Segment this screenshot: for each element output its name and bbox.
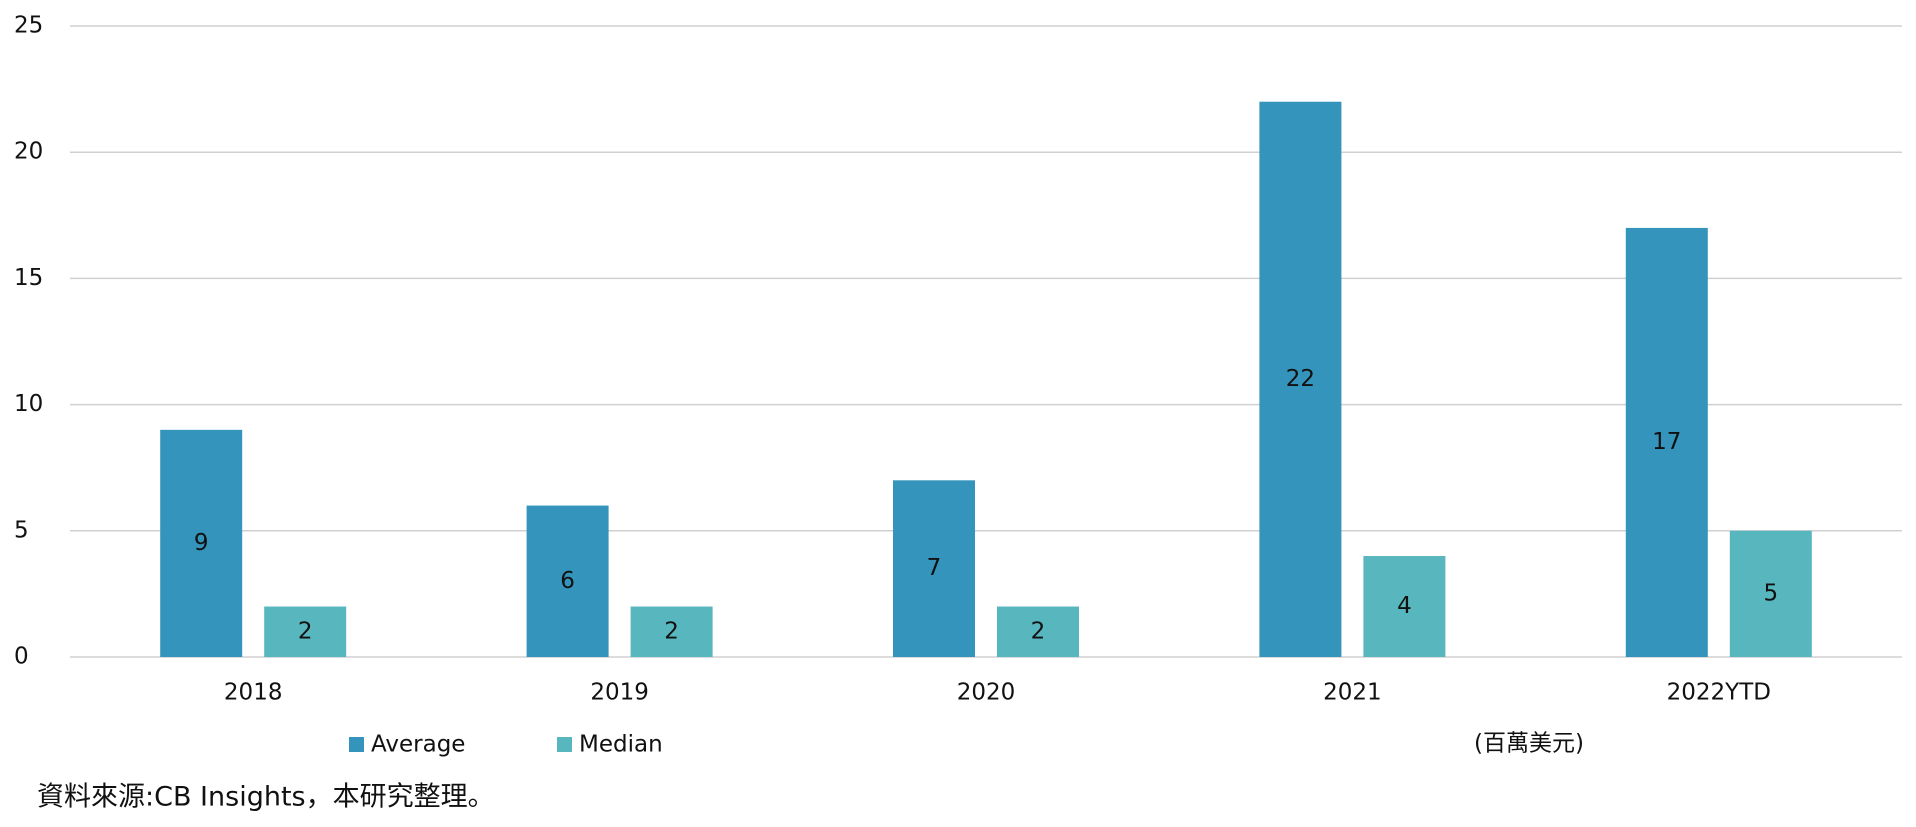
data-label: 7 xyxy=(927,555,942,581)
bar xyxy=(1625,227,1708,658)
data-label: 9 xyxy=(194,530,209,556)
x-tick-label: 2018 xyxy=(224,680,283,706)
bar xyxy=(1259,101,1342,658)
bar xyxy=(1363,556,1446,657)
x-tick-label: 2020 xyxy=(957,680,1016,706)
unit-note: (百萬美元) xyxy=(1474,731,1584,757)
y-tick-label: 25 xyxy=(14,13,43,39)
data-label: 2 xyxy=(664,618,679,644)
data-label: 22 xyxy=(1286,366,1315,392)
bar xyxy=(997,606,1079,657)
bar xyxy=(264,606,347,657)
legend-label: Average xyxy=(371,732,465,758)
x-tick-label: 2021 xyxy=(1323,680,1382,706)
bar xyxy=(526,505,609,657)
y-tick-label: 15 xyxy=(14,265,43,291)
source-note: 資料來源:CB Insights，本研究整理。 xyxy=(37,782,495,813)
y-tick-label: 20 xyxy=(14,139,43,165)
bar xyxy=(630,606,713,657)
bar xyxy=(1729,530,1812,657)
x-tick-label: 2019 xyxy=(590,680,649,706)
data-label: 2 xyxy=(1031,618,1046,644)
bar xyxy=(160,429,243,657)
x-tick-label: 2022YTD xyxy=(1667,680,1771,706)
y-tick-label: 10 xyxy=(14,391,43,417)
y-tick-label: 0 xyxy=(14,644,29,670)
data-label: 4 xyxy=(1397,593,1412,619)
data-label: 5 xyxy=(1763,580,1778,606)
legend-swatch xyxy=(557,737,572,752)
y-tick-label: 5 xyxy=(14,517,29,543)
data-label: 2 xyxy=(298,618,313,644)
data-label: 17 xyxy=(1652,429,1681,455)
bar xyxy=(893,480,975,657)
legend-label: Median xyxy=(579,732,663,758)
data-label: 6 xyxy=(560,568,575,594)
legend-swatch xyxy=(349,737,364,752)
